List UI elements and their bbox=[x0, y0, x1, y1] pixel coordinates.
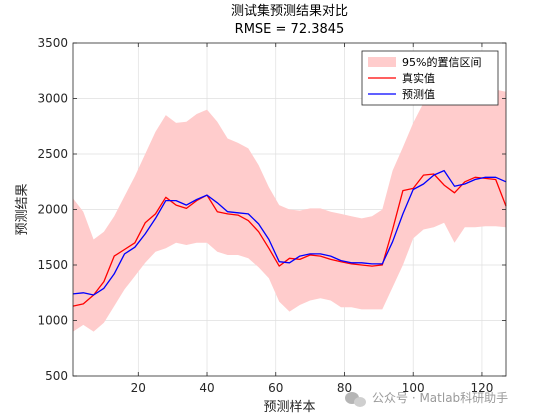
series-confidence-band bbox=[73, 76, 506, 332]
x-axis-label: 预测样本 bbox=[263, 400, 315, 415]
y-tick-label: 2500 bbox=[37, 147, 68, 161]
series-layer bbox=[72, 169, 507, 307]
wechat-logo-icon bbox=[345, 392, 366, 407]
ticks: 20 40 60 80 100 120 500 1000 1500 2000 2500 3000 350… bbox=[37, 36, 506, 395]
x-tick-label: 120 bbox=[470, 381, 493, 395]
chart-subtitle: RMSE = 72.3845 bbox=[235, 22, 345, 37]
legend: 95%的置信区间 真实值 预测值 bbox=[361, 50, 499, 106]
x-tick-label: 20 bbox=[131, 381, 146, 395]
chart-title: 测试集预测结果对比 bbox=[231, 3, 348, 19]
y-axis-label: 预测结果 bbox=[15, 183, 30, 235]
y-tick-label: 1500 bbox=[37, 258, 68, 272]
confidence-band-layer bbox=[73, 76, 506, 332]
series-line-predicted bbox=[72, 169, 507, 296]
y-tick-label: 1000 bbox=[37, 314, 68, 328]
legend-swatch-band bbox=[368, 57, 396, 67]
watermark-text: 公众号 · Matlab科研助手 bbox=[372, 391, 508, 405]
x-tick-label: 60 bbox=[268, 381, 283, 395]
legend-label-predicted: 预测值 bbox=[402, 88, 435, 101]
legend-label-band: 95%的置信区间 bbox=[402, 55, 481, 69]
y-tick-label: 3500 bbox=[37, 36, 68, 50]
x-tick-label: 100 bbox=[402, 381, 425, 395]
x-tick-label: 80 bbox=[337, 381, 352, 395]
y-tick-label: 500 bbox=[45, 369, 68, 383]
y-tick-label: 3000 bbox=[37, 92, 68, 106]
series-line-actual bbox=[72, 173, 507, 307]
y-tick-label: 2000 bbox=[37, 203, 68, 217]
watermark: 公众号 · Matlab科研助手 bbox=[345, 391, 508, 407]
legend-label-actual: 真实值 bbox=[402, 71, 435, 85]
x-tick-label: 40 bbox=[199, 381, 214, 395]
